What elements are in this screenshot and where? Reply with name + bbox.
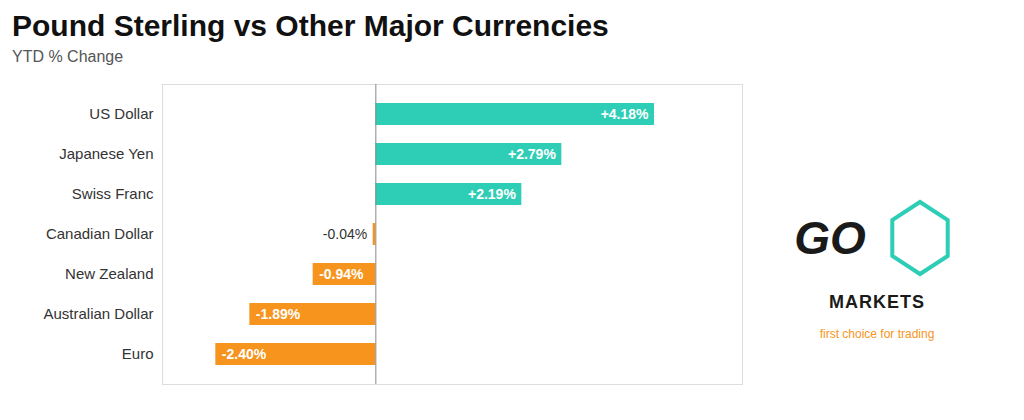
svg-text:-1.89%: -1.89% — [256, 306, 301, 322]
svg-text:+2.79%: +2.79% — [508, 146, 556, 162]
svg-text:Swiss Franc: Swiss Franc — [72, 185, 154, 202]
svg-text:Japanese Yen: Japanese Yen — [59, 145, 153, 162]
svg-text:+2.19%: +2.19% — [468, 186, 516, 202]
html-text:GO: GO — [794, 211, 866, 264]
svg-text:-0.94%: -0.94% — [319, 266, 364, 282]
svg-text:US Dollar: US Dollar — [89, 105, 153, 122]
svg-text:Australian Dollar: Australian Dollar — [43, 305, 153, 322]
svg-text:Canadian Dollar: Canadian Dollar — [46, 225, 154, 242]
svg-text:-0.04%: -0.04% — [323, 226, 367, 242]
svg-text:Euro: Euro — [122, 345, 154, 362]
html-text:YTD % Change: YTD % Change — [12, 48, 124, 65]
html-text:first choice for trading: first choice for trading — [819, 326, 935, 341]
svg-text:-2.40%: -2.40% — [222, 346, 267, 362]
svg-text:New Zealand: New Zealand — [65, 265, 153, 282]
html-text:MARKETS: MARKETS — [829, 291, 925, 312]
svg-text:+4.18%: +4.18% — [601, 106, 649, 122]
html-text:Pound Sterling vs Other Major: Pound Sterling vs Other Major Currencies — [12, 9, 609, 42]
